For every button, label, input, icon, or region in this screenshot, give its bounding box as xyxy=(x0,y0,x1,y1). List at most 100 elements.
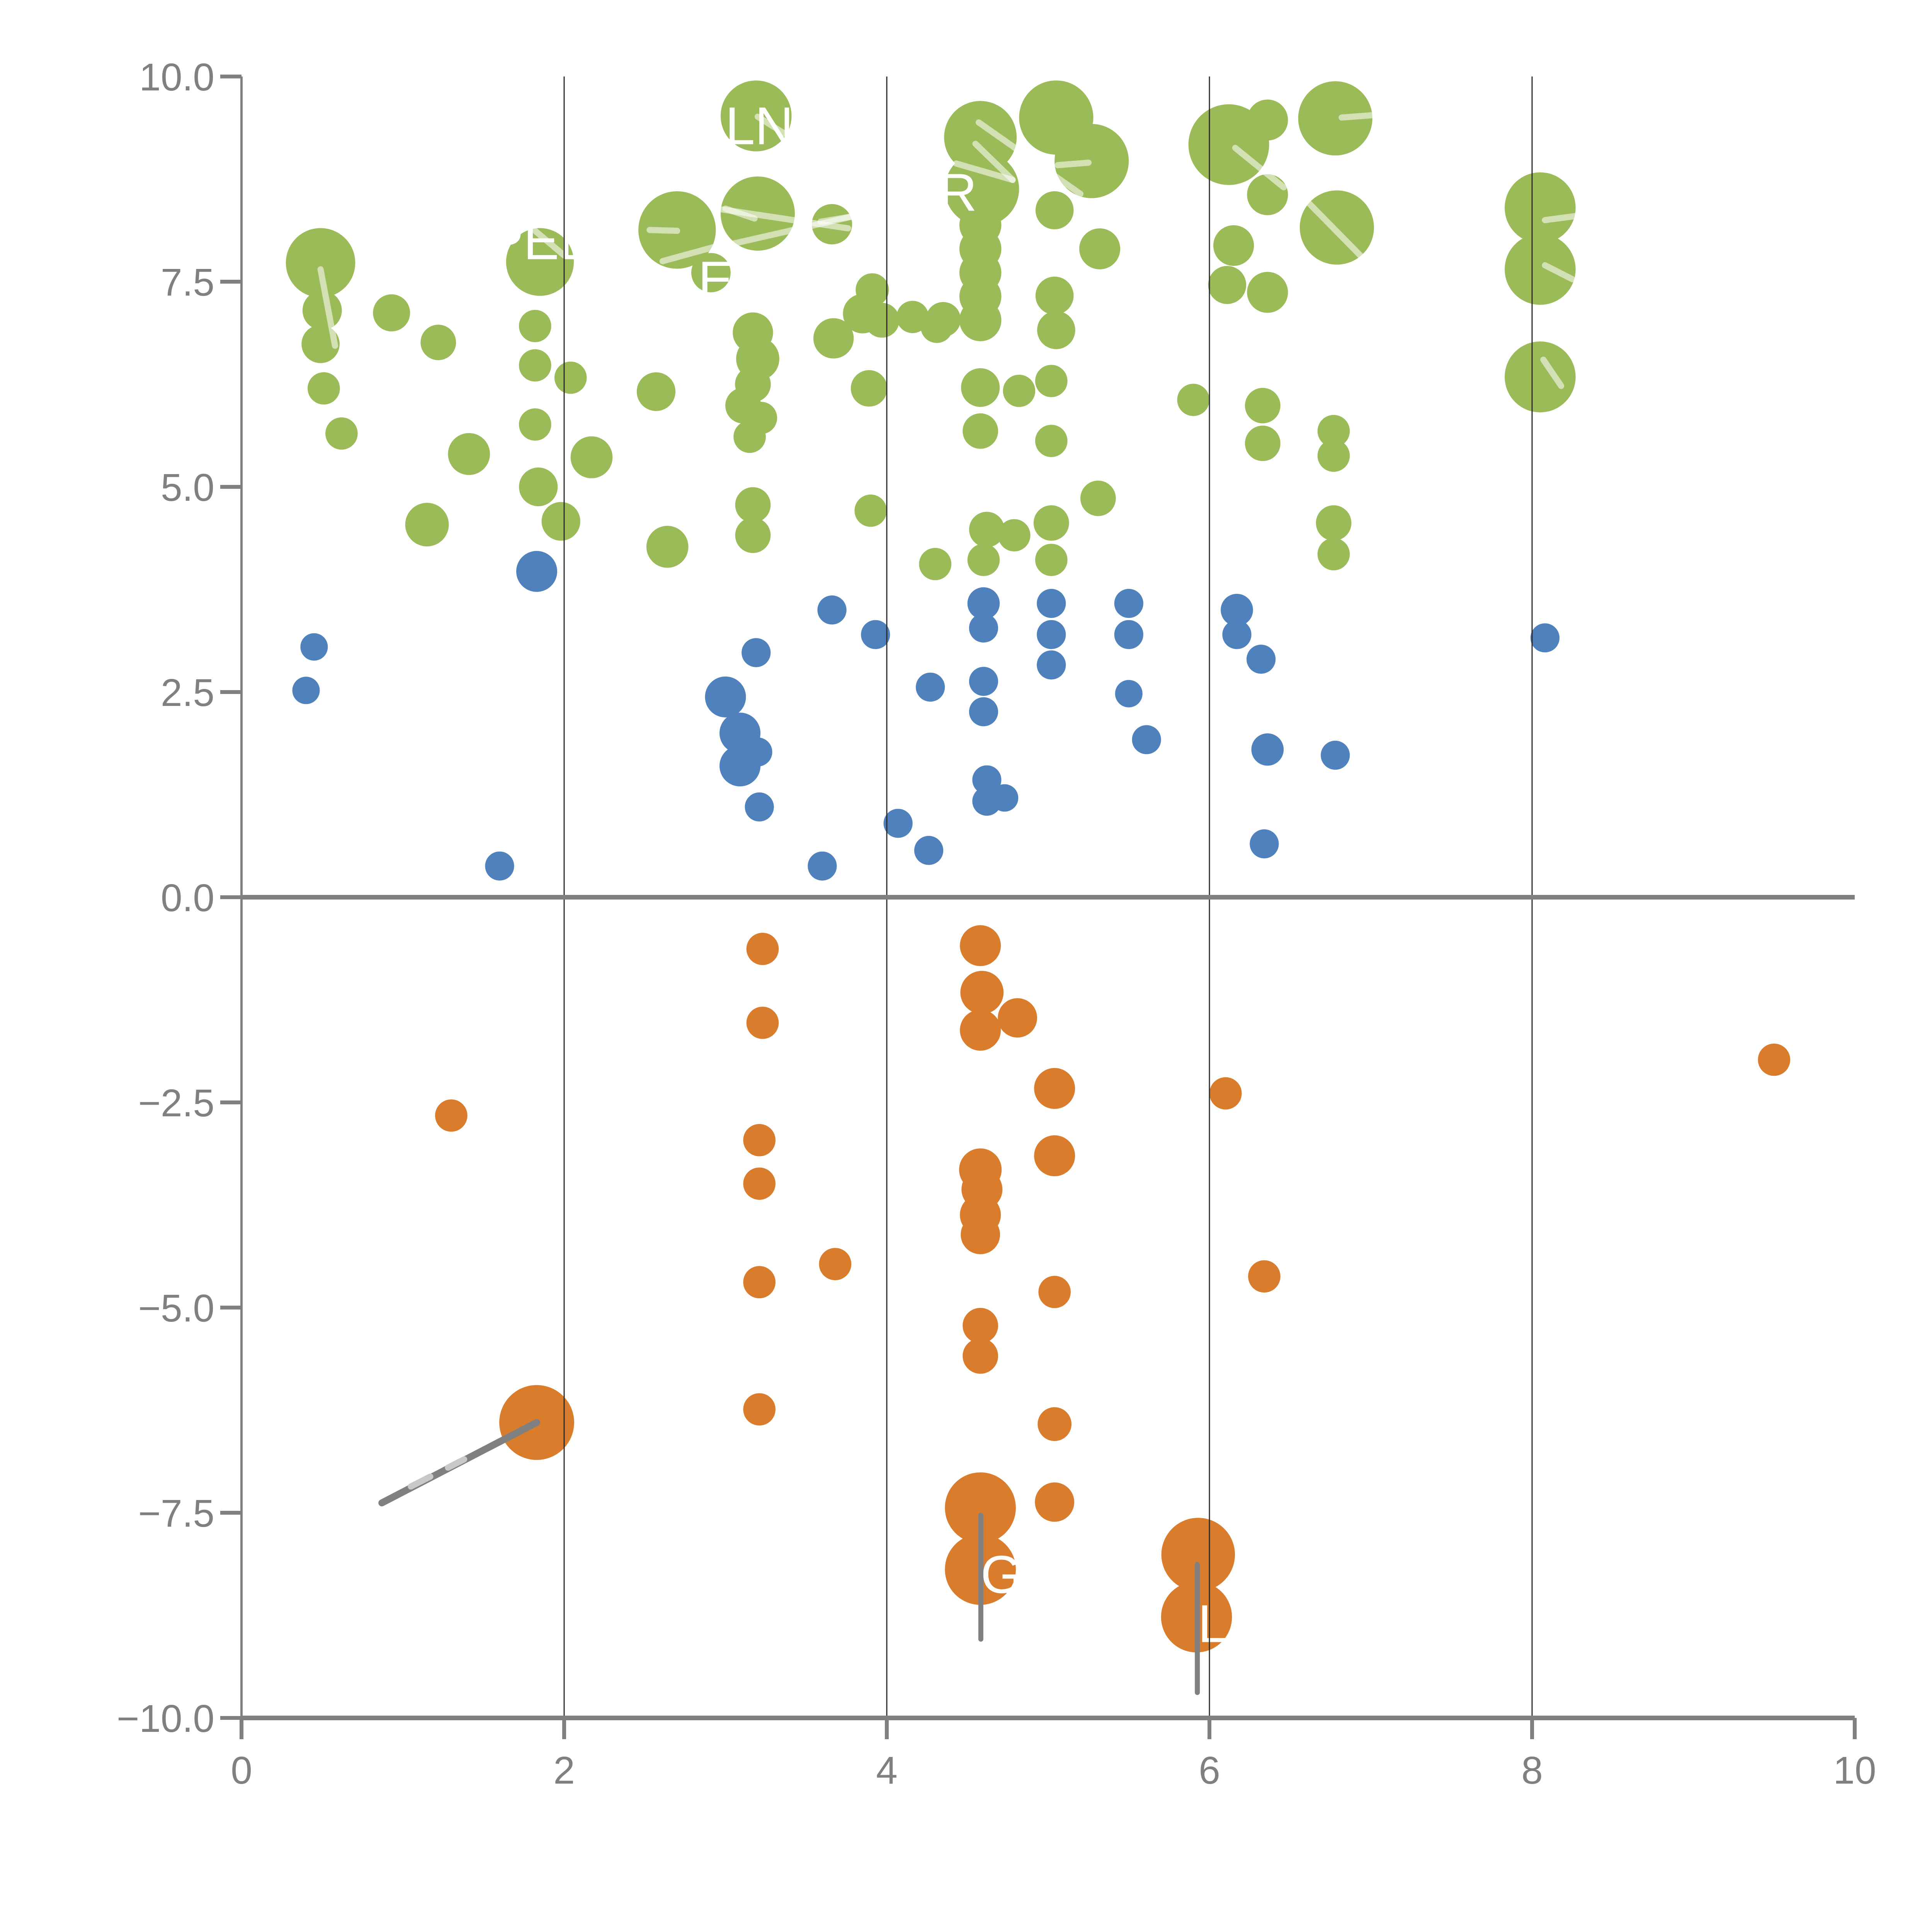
data-point xyxy=(1037,650,1066,680)
data-point xyxy=(1033,505,1069,541)
data-point xyxy=(435,1099,468,1132)
data-point xyxy=(998,998,1037,1038)
data-point xyxy=(963,1338,998,1374)
data-point xyxy=(743,1393,776,1426)
data-point xyxy=(1505,234,1576,305)
data-point xyxy=(691,253,731,293)
leader-line-light xyxy=(1542,213,1579,223)
data-point xyxy=(719,745,761,787)
data-point xyxy=(420,325,456,361)
points-layer xyxy=(286,80,1791,1653)
data-point xyxy=(743,1266,776,1298)
data-point xyxy=(302,291,342,330)
data-point xyxy=(742,638,771,667)
data-point xyxy=(1114,589,1143,618)
data-point xyxy=(300,633,328,661)
leader-line-light xyxy=(755,114,795,141)
y-tick-label: −5.0 xyxy=(138,1287,214,1330)
bubble-label: R xyxy=(939,163,977,222)
data-point xyxy=(735,517,771,553)
leader-lines-light-layer xyxy=(317,112,1579,389)
data-point xyxy=(1034,1068,1075,1109)
data-point xyxy=(735,487,771,523)
data-point xyxy=(1245,388,1281,423)
data-point xyxy=(920,311,953,343)
data-point xyxy=(808,851,837,881)
data-point xyxy=(854,494,887,527)
data-point xyxy=(519,349,551,382)
data-point xyxy=(1035,544,1068,576)
data-point xyxy=(1321,740,1350,770)
data-point xyxy=(1221,594,1253,626)
data-point xyxy=(506,228,574,296)
data-point xyxy=(883,809,913,838)
leader-line-light xyxy=(1338,112,1377,121)
data-point xyxy=(1035,1482,1075,1522)
data-point xyxy=(745,401,777,434)
data-point xyxy=(945,1472,1016,1544)
y-tick-label: −10.0 xyxy=(117,1697,214,1740)
data-point xyxy=(961,1215,1000,1254)
leader-line-light xyxy=(1542,262,1576,282)
data-point xyxy=(1222,620,1252,649)
bubble-label: G xyxy=(981,1545,1022,1604)
data-point xyxy=(967,544,1000,576)
leader-line-light xyxy=(1540,356,1565,389)
data-point xyxy=(1316,505,1352,541)
data-point xyxy=(1035,191,1074,230)
data-point xyxy=(944,101,1017,174)
data-point xyxy=(998,519,1031,552)
data-point xyxy=(963,1308,998,1344)
data-point xyxy=(896,301,929,333)
data-point xyxy=(745,792,774,821)
leader-lines-gray-layer xyxy=(378,1419,1200,1695)
data-point xyxy=(1080,480,1116,516)
leader-line-light xyxy=(976,119,1083,197)
leader-line-light xyxy=(1306,201,1367,263)
data-point xyxy=(1177,384,1210,416)
x-tick-label: 6 xyxy=(1199,1749,1220,1792)
leader-line-light xyxy=(317,266,338,349)
data-point xyxy=(1079,228,1121,269)
data-point xyxy=(1317,415,1350,447)
data-point xyxy=(1209,1077,1242,1110)
data-point xyxy=(1037,311,1075,349)
data-point xyxy=(1245,425,1281,461)
y-tick-label: 10.0 xyxy=(139,56,214,99)
data-point xyxy=(1054,124,1129,198)
data-point xyxy=(919,548,952,580)
x-tick-label: 4 xyxy=(876,1749,898,1792)
data-point xyxy=(961,368,1000,407)
data-point xyxy=(963,413,998,449)
data-point xyxy=(570,436,613,478)
data-point xyxy=(743,1124,776,1156)
data-point xyxy=(1758,1043,1791,1076)
bubble-label: LN xyxy=(725,96,793,156)
data-point xyxy=(1035,276,1074,315)
data-point xyxy=(960,971,1004,1014)
data-point xyxy=(817,595,847,625)
data-point xyxy=(746,1007,779,1039)
data-point xyxy=(448,433,490,475)
data-point xyxy=(1035,425,1068,457)
data-point xyxy=(960,925,1001,966)
bubble-labels-layer: LN PEL R E G L xyxy=(488,96,1228,1653)
data-point xyxy=(1251,733,1284,766)
x-tick-label: 2 xyxy=(553,1749,575,1792)
leader-line-light xyxy=(646,227,680,234)
data-point xyxy=(646,526,689,568)
data-point xyxy=(1035,365,1068,397)
data-point xyxy=(1317,439,1350,472)
data-point xyxy=(541,502,580,541)
data-point xyxy=(405,503,449,547)
data-point xyxy=(1530,623,1560,653)
leader-line-gray-light xyxy=(408,1473,434,1490)
y-tick-label: 5.0 xyxy=(161,466,214,509)
data-point xyxy=(819,1248,852,1281)
data-point xyxy=(286,228,355,298)
data-point xyxy=(516,551,557,592)
bubble-label: L xyxy=(1198,1594,1228,1654)
data-point xyxy=(1248,1260,1281,1293)
data-point xyxy=(1247,99,1288,141)
data-point xyxy=(1161,1518,1235,1592)
